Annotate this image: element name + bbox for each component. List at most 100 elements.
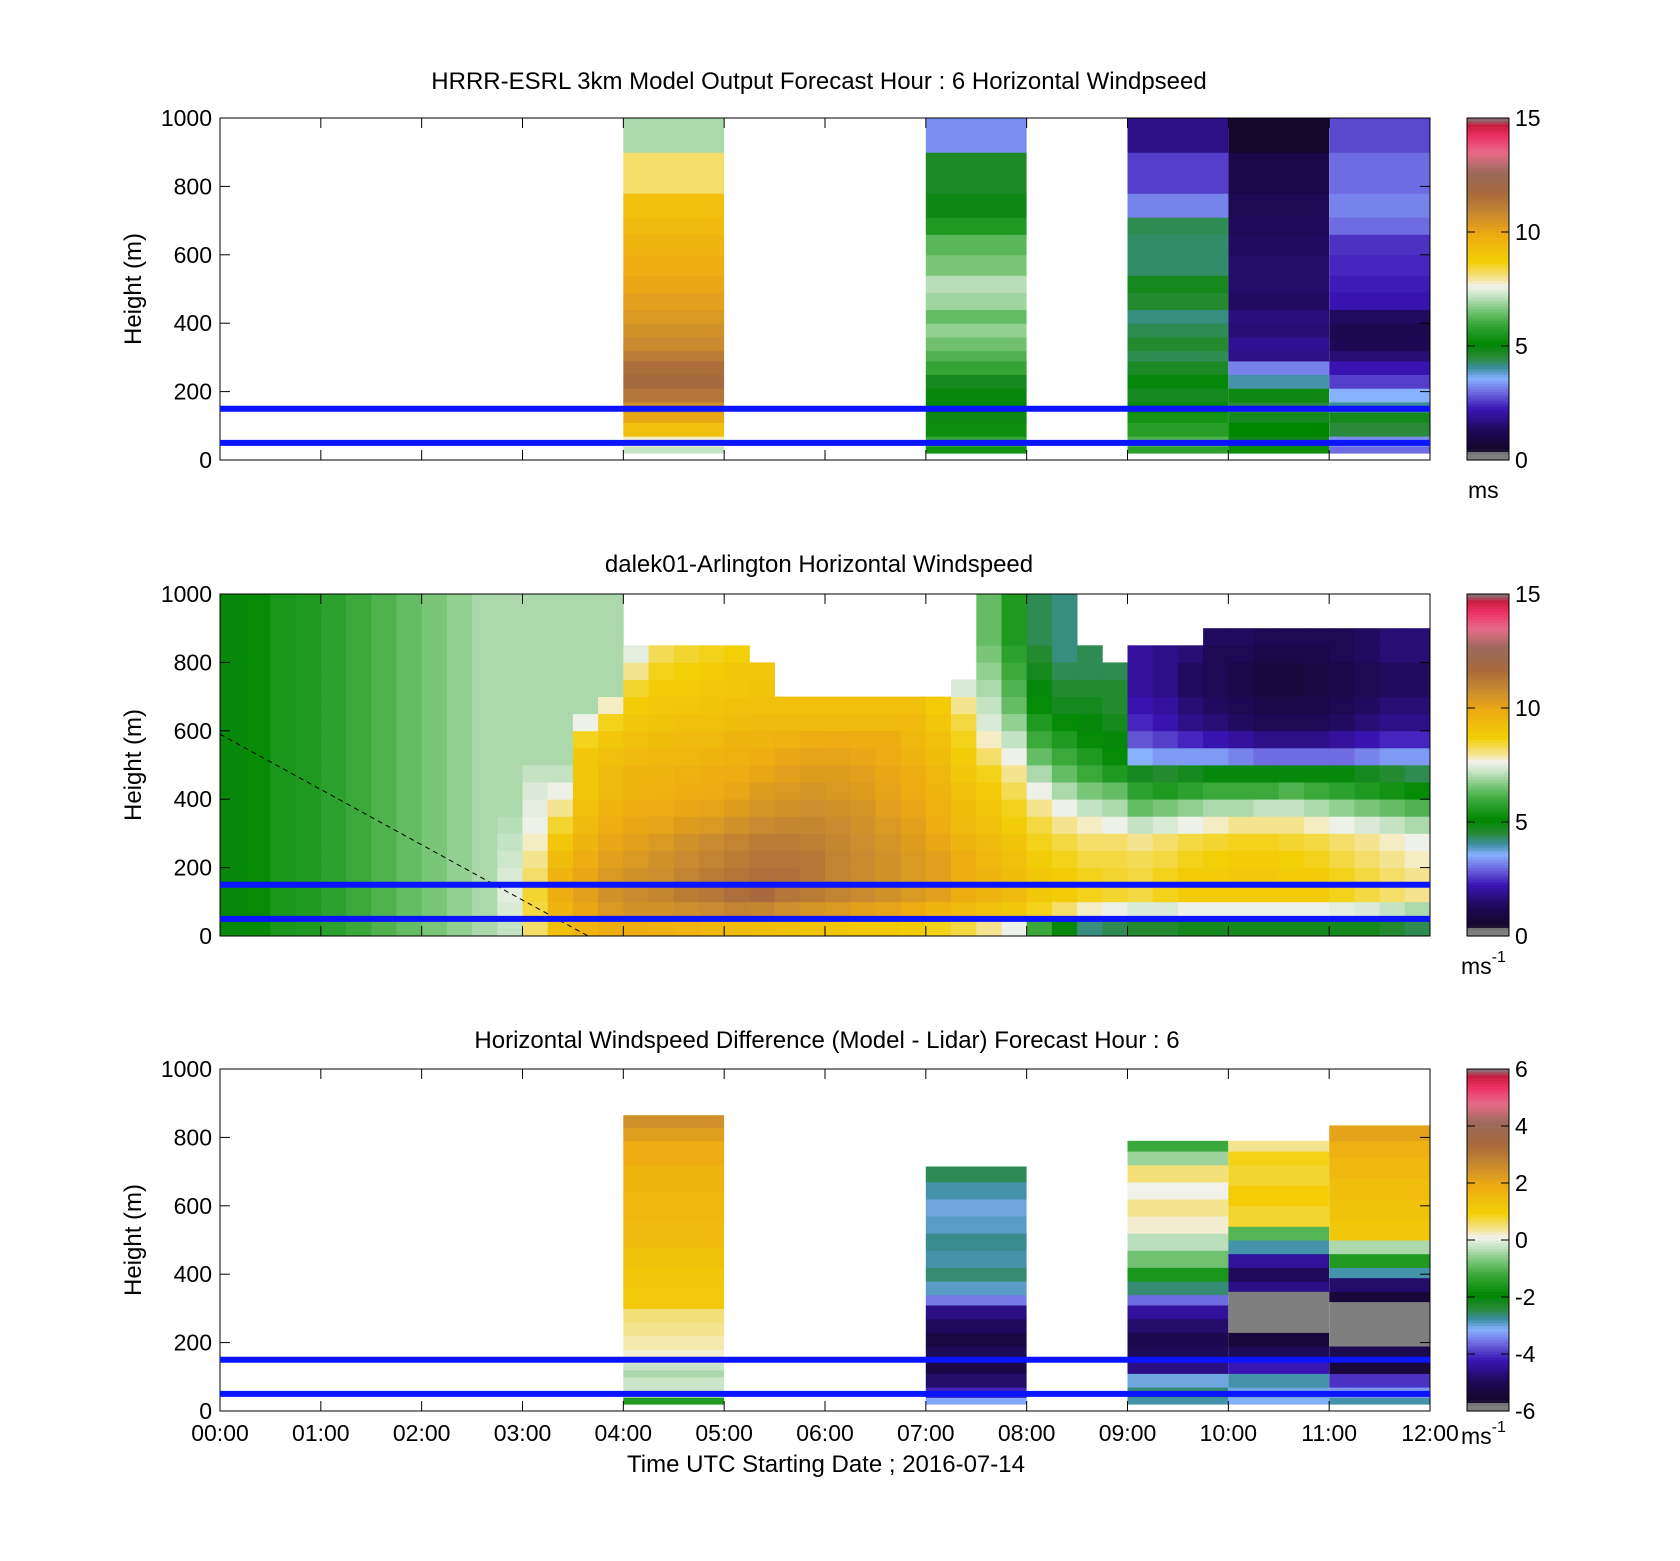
- colorbar-segment: [1467, 177, 1509, 182]
- colorbar-segment: [1467, 1345, 1509, 1349]
- heatmap-cell: [799, 816, 826, 834]
- heatmap-cell: [799, 850, 826, 868]
- heatmap-cell: [472, 696, 498, 715]
- colorbar-segment: [1467, 1408, 1509, 1412]
- heatmap-cell: [270, 696, 296, 715]
- heatmap-cell: [1253, 765, 1280, 783]
- heatmap-cell: [396, 799, 423, 817]
- heatmap-cell: [295, 662, 322, 680]
- heatmap-cell: [598, 867, 624, 886]
- heatmap-cell: [598, 816, 624, 834]
- heatmap-cell: [925, 1305, 1027, 1320]
- colorbar-segment: [1467, 1128, 1509, 1133]
- colorbar-segment: [1467, 1134, 1509, 1138]
- colorbar-segment: [1467, 1385, 1509, 1389]
- heatmap-cell: [623, 422, 725, 437]
- colorbar-segment: [1467, 403, 1509, 407]
- heatmap-cell: [1379, 867, 1406, 886]
- colorbar-segment: [1467, 776, 1509, 780]
- colorbar-segment: [1467, 670, 1509, 675]
- heatmap-cell: [825, 901, 851, 920]
- heatmap-cell: [1379, 713, 1406, 732]
- heatmap-cell: [925, 730, 952, 749]
- colorbar-segment: [1467, 645, 1509, 649]
- heatmap-cell: [699, 713, 725, 732]
- colorbar-tick-label: -2: [1515, 1284, 1535, 1310]
- heatmap-cell: [900, 696, 927, 715]
- heatmap-cell: [925, 1250, 1027, 1268]
- colorbar-segment: [1467, 1208, 1509, 1213]
- colorbar-segment: [1467, 1077, 1509, 1081]
- colorbar-segment: [1467, 870, 1509, 874]
- heatmap-cell: [245, 833, 271, 851]
- heatmap-cell: [1329, 1397, 1430, 1405]
- heatmap-cell: [220, 782, 246, 800]
- heatmap-cell: [1228, 118, 1330, 153]
- colorbar-segment: [1467, 1071, 1509, 1076]
- heatmap-cell: [295, 679, 322, 697]
- heatmap-cell: [1304, 713, 1330, 732]
- colorbar-segment: [1467, 1348, 1509, 1352]
- heatmap-cell: [749, 816, 775, 834]
- colorbar-segment: [1467, 676, 1509, 681]
- colorbar-segment: [1467, 873, 1509, 877]
- heatmap-cell: [1253, 645, 1280, 663]
- colorbar-segment: [1467, 434, 1509, 438]
- heatmap-cell: [295, 594, 322, 612]
- heatmap-cell: [925, 1199, 1027, 1217]
- colorbar-tick-label: 10: [1515, 695, 1541, 721]
- heatmap-cell: [1278, 747, 1305, 766]
- heatmap-cell: [925, 1332, 1027, 1347]
- heatmap-cell: [1152, 765, 1179, 783]
- colorbar-segment: [1467, 1405, 1509, 1409]
- colorbar-segment: [1467, 346, 1509, 350]
- colorbar-segment: [1467, 690, 1509, 695]
- heatmap-cell: [976, 662, 1002, 680]
- colorbar-segment: [1467, 762, 1509, 766]
- heatmap-cell: [1102, 918, 1128, 937]
- heatmap-cell: [598, 850, 624, 868]
- colorbar-segment: [1467, 291, 1509, 296]
- heatmap-cell: [1278, 679, 1305, 697]
- colorbar-segment: [1467, 1396, 1509, 1401]
- heatmap-cell: [1203, 645, 1229, 663]
- colorbar-segment: [1467, 249, 1509, 253]
- heatmap-cell: [1354, 867, 1380, 886]
- heatmap-cell: [1329, 422, 1430, 437]
- colorbar-segment: [1467, 289, 1509, 293]
- colorbar-segment: [1467, 217, 1509, 222]
- heatmap-cell: [1228, 1151, 1330, 1166]
- heatmap-cell: [1228, 323, 1330, 338]
- heatmap-cell: [295, 628, 322, 646]
- heatmap-cell: [320, 662, 347, 680]
- heatmap-cell: [1329, 679, 1355, 697]
- heatmap-cell: [724, 765, 750, 783]
- heatmap-cell: [1379, 645, 1406, 663]
- heatmap-cell: [1152, 782, 1179, 800]
- colorbar-segment: [1467, 1302, 1509, 1307]
- heatmap-cell: [1051, 696, 1078, 715]
- heatmap-cell: [951, 782, 977, 800]
- heatmap-cell: [421, 850, 448, 868]
- colorbar-segment: [1467, 659, 1509, 663]
- heatmap-cell: [1203, 765, 1229, 783]
- heatmap-cell: [673, 645, 700, 663]
- colorbar-segment: [1467, 901, 1509, 906]
- heatmap-cell: [547, 696, 574, 715]
- panel-lidar-x-ticks: [219, 594, 1431, 936]
- heatmap-cell: [1102, 816, 1128, 834]
- heatmap-cell: [1203, 628, 1229, 646]
- heatmap-cell: [900, 867, 927, 886]
- colorbar-segment: [1467, 448, 1509, 453]
- heatmap-cell: [1127, 1151, 1229, 1166]
- heatmap-cell: [699, 765, 725, 783]
- heatmap-cell: [774, 765, 801, 783]
- colorbar-segment: [1467, 662, 1509, 666]
- colorbar-segment: [1467, 682, 1509, 686]
- colorbar-segment: [1467, 120, 1509, 125]
- heatmap-cell: [1304, 679, 1330, 697]
- colorbar-segment: [1467, 596, 1509, 601]
- heatmap-cell: [220, 884, 246, 903]
- colorbar-segment: [1467, 793, 1509, 797]
- heatmap-cell: [673, 867, 700, 886]
